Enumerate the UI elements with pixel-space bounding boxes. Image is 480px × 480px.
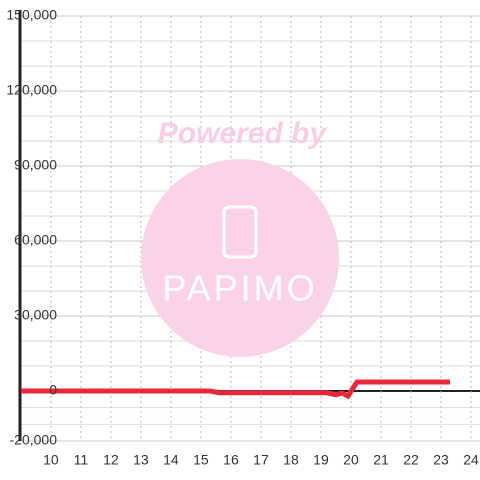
x-tick-label: 18 — [283, 452, 299, 468]
watermark: Powered by PAPIMO — [141, 117, 339, 357]
watermark-logo: PAPIMO — [162, 268, 317, 309]
x-tick-label: 22 — [403, 452, 419, 468]
y-tick-label: 90,000 — [14, 157, 57, 173]
x-tick-label: 10 — [43, 452, 59, 468]
x-tick-label: 13 — [133, 452, 149, 468]
y-tick-label: 120,000 — [6, 82, 57, 98]
plot: 10 11 12 13 14 15 16 17 18 19 20 21 22 23 24 -20,000 0 30… — [6, 7, 479, 468]
x-tick-label: 11 — [74, 452, 89, 468]
x-tick-label: 19 — [313, 452, 329, 468]
x-tick-label: 21 — [373, 452, 389, 468]
x-tick-label: 20 — [343, 452, 359, 468]
x-tick-label: 23 — [433, 452, 449, 468]
x-tick-label: 14 — [163, 452, 179, 468]
y-tick-label: -20,000 — [10, 432, 58, 448]
x-tick-label: 12 — [103, 452, 119, 468]
line — [20, 379, 450, 400]
y-tick-label: 60,000 — [14, 232, 57, 248]
x-tick-label: 17 — [253, 452, 269, 468]
y-tick-label: 30,000 — [14, 307, 57, 323]
x-tick-label: 16 — [223, 452, 239, 468]
x-tick-label: 24 — [463, 452, 479, 468]
watermark-title: Powered by — [158, 117, 328, 150]
y-tick-label: 150,000 — [6, 7, 57, 23]
x-tick-label: 15 — [193, 452, 209, 468]
watermark-phone — [222, 205, 258, 259]
y-tick-label: 0 — [49, 382, 57, 398]
